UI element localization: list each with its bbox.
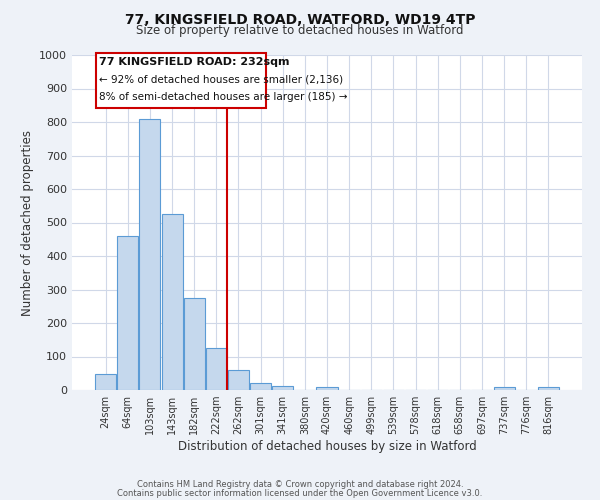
Text: 8% of semi-detached houses are larger (185) →: 8% of semi-detached houses are larger (1…: [99, 92, 347, 102]
Text: Contains HM Land Registry data © Crown copyright and database right 2024.: Contains HM Land Registry data © Crown c…: [137, 480, 463, 489]
Bar: [95, 374, 116, 390]
Text: Size of property relative to detached houses in Watford: Size of property relative to detached ho…: [136, 24, 464, 37]
Y-axis label: Number of detached properties: Number of detached properties: [20, 130, 34, 316]
Text: 77 KINGSFIELD ROAD: 232sqm: 77 KINGSFIELD ROAD: 232sqm: [99, 56, 290, 66]
Bar: [250, 382, 271, 390]
Bar: [494, 386, 515, 390]
Bar: [139, 118, 160, 390]
Bar: [316, 386, 338, 390]
X-axis label: Distribution of detached houses by size in Watford: Distribution of detached houses by size …: [178, 440, 476, 453]
Text: 77, KINGSFIELD ROAD, WATFORD, WD19 4TP: 77, KINGSFIELD ROAD, WATFORD, WD19 4TP: [125, 12, 475, 26]
Bar: [118, 236, 139, 390]
Bar: [228, 370, 249, 390]
Text: Contains public sector information licensed under the Open Government Licence v3: Contains public sector information licen…: [118, 490, 482, 498]
Text: ← 92% of detached houses are smaller (2,136): ← 92% of detached houses are smaller (2,…: [99, 74, 343, 84]
Bar: [206, 348, 227, 390]
Bar: [272, 386, 293, 390]
Bar: [161, 214, 182, 390]
Bar: [184, 298, 205, 390]
Bar: [538, 386, 559, 390]
FancyBboxPatch shape: [96, 54, 266, 108]
